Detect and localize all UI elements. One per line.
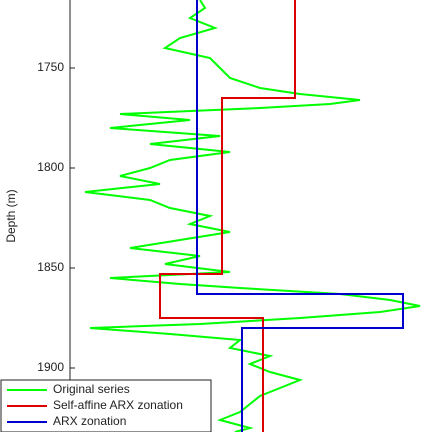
series-line [196,0,404,432]
y-axis-label: Depth (m) [4,189,18,242]
series-line [159,0,296,432]
series-line [84,0,421,432]
y-tick-label: 1750 [37,60,64,74]
y-tick-label: 1850 [37,260,64,274]
legend: Original series Self-affine ARX zonation A… [0,379,212,432]
legend-label: ARX zonation [53,414,126,428]
y-tick-label: 1900 [37,360,64,374]
y-tick-label: 1800 [37,160,64,174]
legend-label: Original series [53,382,130,396]
legend-label: Self-affine ARX zonation [53,398,183,412]
